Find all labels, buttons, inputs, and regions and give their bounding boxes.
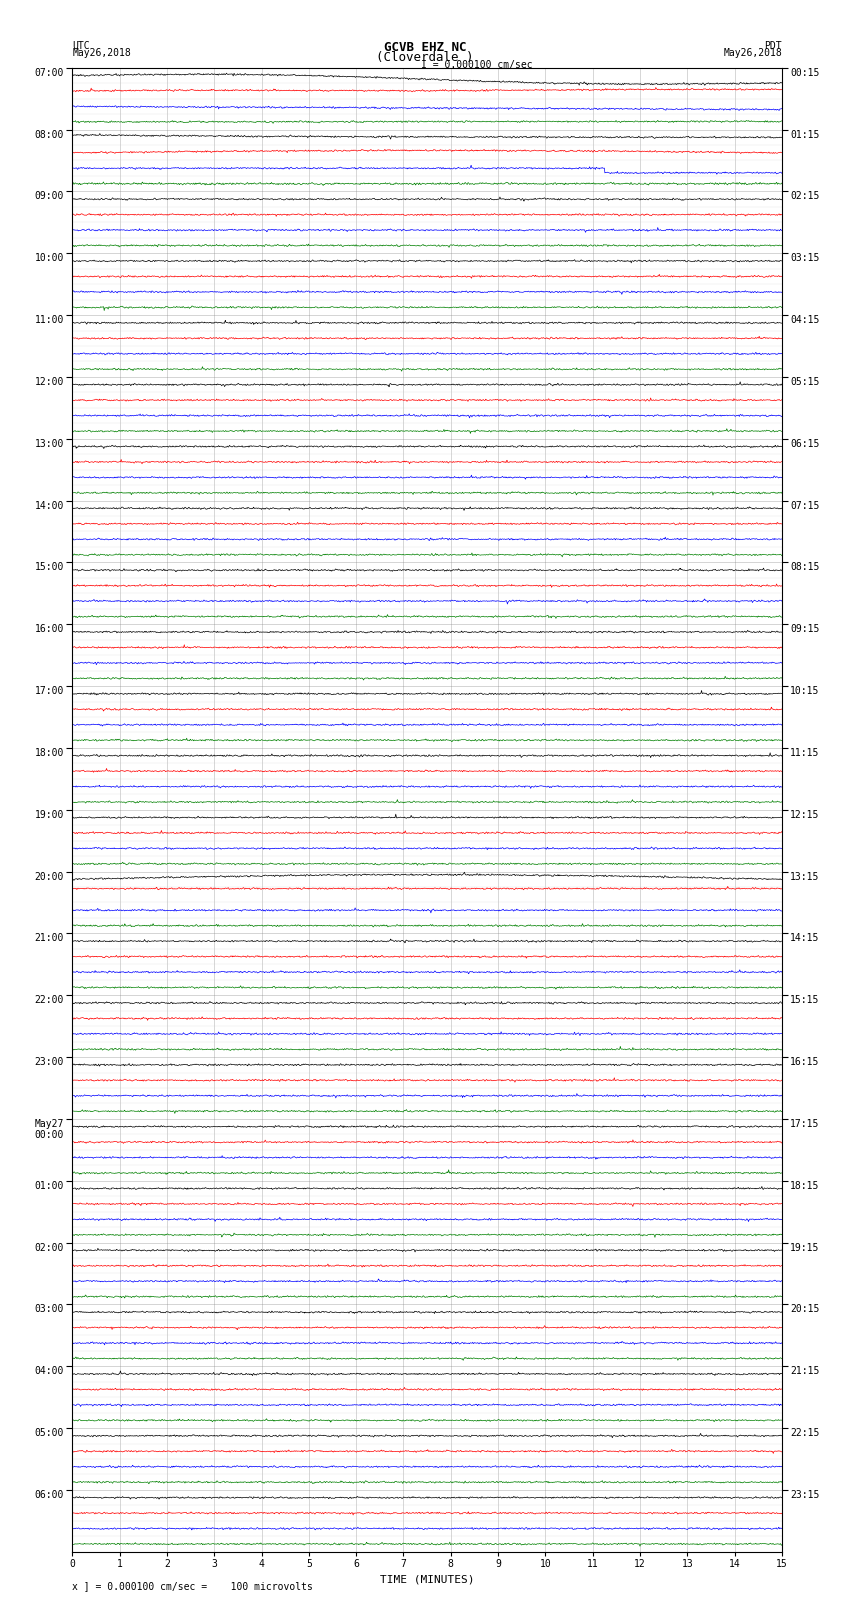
Text: x ] = 0.000100 cm/sec =    100 microvolts: x ] = 0.000100 cm/sec = 100 microvolts	[72, 1581, 313, 1590]
Text: (Cloverdale ): (Cloverdale )	[377, 50, 473, 65]
Text: GCVB EHZ NC: GCVB EHZ NC	[383, 40, 467, 55]
Text: May26,2018: May26,2018	[72, 48, 131, 58]
X-axis label: TIME (MINUTES): TIME (MINUTES)	[380, 1574, 474, 1584]
Text: I = 0.000100 cm/sec: I = 0.000100 cm/sec	[421, 60, 532, 69]
Text: UTC: UTC	[72, 40, 90, 52]
Text: PDT: PDT	[764, 40, 782, 52]
Text: May26,2018: May26,2018	[723, 48, 782, 58]
